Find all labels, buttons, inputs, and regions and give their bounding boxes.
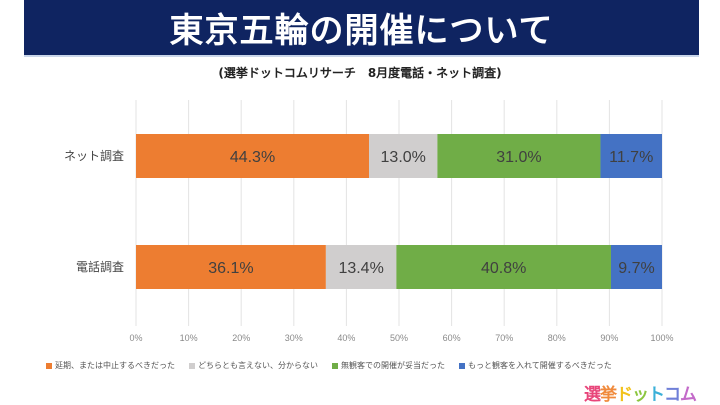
legend-label: もっと観客を入れて開催するべきだった — [468, 361, 612, 370]
x-tick-label: 50% — [390, 333, 408, 343]
logo-char: 選 — [584, 385, 601, 405]
legend-item: どちらとも言えない、分からない — [189, 360, 318, 371]
data-label: 13.0% — [381, 149, 426, 166]
x-tick-label: 80% — [548, 333, 566, 343]
logo-char: コ — [664, 385, 681, 405]
x-tick-label: 30% — [285, 333, 303, 343]
data-label: 44.3% — [230, 149, 275, 166]
bar-segment — [600, 134, 662, 178]
x-tick-label: 100% — [650, 333, 673, 343]
x-tick-label: 0% — [129, 333, 142, 343]
legend-item: 延期、または中止するべきだった — [46, 360, 175, 371]
senkyo-dotcom-logo: 選挙ドットコム — [584, 380, 697, 405]
category-label: ネット調査 — [64, 149, 124, 163]
chart-legend: 延期、または中止するべきだった どちらとも言えない、分からない 無観客での開催が妥当… — [46, 360, 686, 371]
title-divider — [24, 55, 699, 57]
x-tick-label: 10% — [180, 333, 198, 343]
logo-char: 挙 — [600, 385, 617, 405]
data-label: 11.7% — [609, 149, 653, 166]
bar-segment — [610, 245, 662, 289]
bar-segment — [437, 134, 601, 178]
logo-char: ッ — [632, 385, 649, 405]
x-tick-label: 90% — [600, 333, 618, 343]
bar-segment — [325, 245, 397, 289]
legend-label: どちらとも言えない、分からない — [198, 361, 318, 370]
logo-char: ト — [648, 385, 665, 405]
data-label: 36.1% — [208, 260, 253, 277]
bar-segment — [136, 134, 370, 178]
legend-swatch — [332, 362, 338, 369]
legend-swatch — [189, 362, 195, 369]
bar-segment — [396, 245, 611, 289]
legend-item: もっと観客を入れて開催するべきだった — [459, 360, 612, 371]
legend-swatch — [46, 362, 52, 369]
legend-label: 延期、または中止するべきだった — [55, 361, 175, 370]
logo-char: ド — [616, 385, 633, 405]
page-title: 東京五輪の開催について — [169, 11, 554, 51]
bar-segment — [136, 245, 326, 289]
legend-item: 無観客での開催が妥当だった — [332, 360, 445, 371]
x-tick-label: 40% — [337, 333, 355, 343]
legend-label: 無観客での開催が妥当だった — [341, 361, 445, 370]
bar-segment — [369, 134, 438, 178]
data-label: 31.0% — [496, 149, 541, 166]
x-tick-label: 70% — [495, 333, 513, 343]
title-banner: 東京五輪の開催について — [24, 0, 699, 55]
category-label: 電話調査 — [76, 259, 124, 274]
legend-swatch — [459, 362, 465, 369]
logo-char: ム — [680, 385, 697, 405]
data-label: 40.8% — [481, 260, 526, 277]
chart-subtitle: (選挙ドットコムリサーチ 8月度電話・ネット調査) — [218, 66, 502, 80]
x-tick-label: 60% — [443, 333, 461, 343]
data-label: 9.7% — [618, 260, 654, 277]
data-label: 13.4% — [338, 260, 383, 277]
x-tick-label: 20% — [232, 333, 250, 343]
